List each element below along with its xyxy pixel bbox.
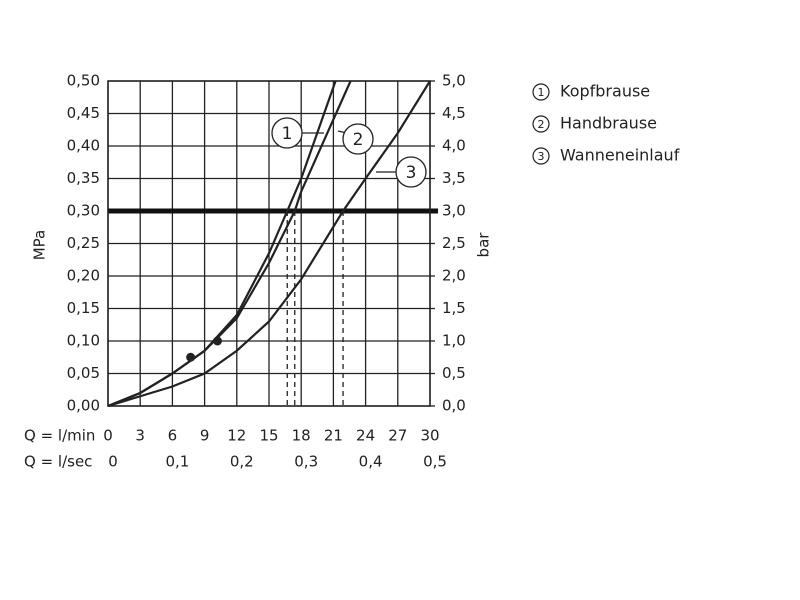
x2-tick-label: 0,1 — [165, 453, 189, 471]
series-tag: 2 — [353, 130, 364, 150]
legend-circle — [532, 83, 550, 101]
series-line — [107, 80, 352, 408]
plot-frame — [107, 80, 431, 407]
y2-axis-label: bar — [475, 232, 493, 258]
series-tag: 3 — [406, 163, 417, 183]
y-tick-label: 0,25 — [67, 234, 100, 252]
y-tick-label: 0,20 — [67, 267, 100, 285]
series-tag: 1 — [282, 124, 293, 144]
x2-axis-label: Q = l/sec — [24, 453, 92, 471]
y2-tick-label: 3,5 — [442, 169, 466, 187]
x-axis-label: Q = l/min — [24, 427, 95, 445]
tag-circle — [395, 156, 427, 188]
y-tick-label: 0,40 — [67, 137, 100, 155]
y2-tick-label: 1,5 — [442, 299, 466, 317]
marker — [186, 352, 196, 362]
x2-tick-label: 0,5 — [423, 453, 447, 471]
y2-tick-label: 2,0 — [442, 267, 466, 285]
y-tick-label: 0,15 — [67, 299, 100, 317]
series-line — [107, 80, 431, 408]
y2-tick-label: 1,0 — [442, 332, 466, 350]
y-tick-label: 0,45 — [67, 104, 100, 122]
y-axis-label: MPa — [31, 230, 49, 261]
legend-label: Handbrause — [560, 114, 657, 133]
x-tick-label: 6 — [168, 427, 178, 445]
x-tick-label: 3 — [135, 427, 145, 445]
x-tick-label: 21 — [324, 427, 343, 445]
marker — [212, 336, 222, 346]
y-tick-label: 0,30 — [67, 202, 100, 220]
x-tick-label: 24 — [356, 427, 375, 445]
x-tick-label: 27 — [388, 427, 407, 445]
x2-tick-label: 0,4 — [359, 453, 383, 471]
y-tick-label: 0,05 — [67, 364, 100, 382]
y2-tick-label: 3,0 — [442, 202, 466, 220]
x-tick-label: 15 — [259, 427, 278, 445]
y2-tick-label: 2,5 — [442, 234, 466, 252]
y-tick-label: 0,35 — [67, 169, 100, 187]
x2-tick-label: 0 — [108, 453, 118, 471]
legend-label: Kopfbrause — [560, 82, 650, 101]
x-tick-label: 18 — [292, 427, 311, 445]
tag-circle — [342, 123, 374, 155]
legend-number: 3 — [538, 150, 545, 163]
y2-tick-label: 4,5 — [442, 104, 466, 122]
legend-circle — [532, 147, 550, 165]
y-tick-label: 0,50 — [67, 72, 100, 90]
x2-tick-label: 0,3 — [294, 453, 318, 471]
y2-tick-label: 4,0 — [442, 137, 466, 155]
tag-circle — [271, 117, 303, 149]
y2-tick-label: 0,0 — [442, 397, 466, 415]
x-tick-label: 9 — [200, 427, 210, 445]
y-tick-label: 0,10 — [67, 332, 100, 350]
y2-tick-label: 5,0 — [442, 72, 466, 90]
y-tick-label: 0,00 — [67, 397, 100, 415]
x2-tick-label: 0,2 — [230, 453, 254, 471]
y2-tick-label: 0,5 — [442, 364, 466, 382]
legend-label: Wanneneinlauf — [560, 146, 680, 165]
legend-number: 2 — [538, 118, 545, 131]
x-tick-label: 12 — [227, 427, 246, 445]
x-tick-label: 30 — [420, 427, 439, 445]
legend-number: 1 — [538, 86, 545, 99]
legend-circle — [532, 115, 550, 133]
x-tick-label: 0 — [103, 427, 113, 445]
